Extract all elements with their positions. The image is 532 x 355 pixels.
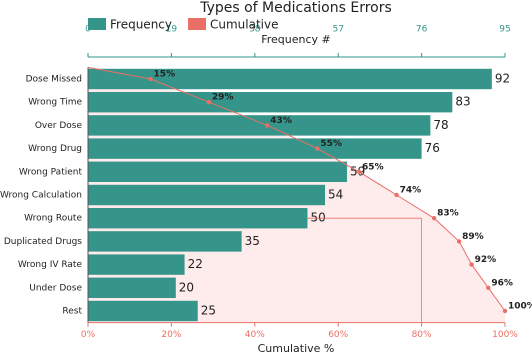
cumulative-point — [315, 146, 320, 151]
cumulative-label: 89% — [462, 232, 484, 242]
bar — [88, 138, 422, 159]
bar — [88, 231, 242, 252]
bar — [88, 68, 492, 90]
cumulative-label: 29% — [212, 93, 234, 103]
bar-value-label: 50 — [310, 211, 325, 225]
x-tick-label: 57 — [332, 25, 343, 35]
bar — [88, 300, 198, 322]
bar-value-label: 78 — [433, 118, 448, 132]
category-label: Wrong IV Rate — [18, 260, 83, 270]
cumulative-label: 55% — [320, 139, 342, 149]
bar-value-label: 54 — [328, 188, 343, 202]
cumulative-label: 83% — [437, 209, 459, 219]
cumulative-point — [265, 123, 270, 128]
cumulative-point — [486, 285, 491, 290]
cumulative-point — [469, 262, 474, 267]
cumulative-label: 100% — [508, 302, 532, 312]
cumulative-point — [502, 308, 508, 314]
bar-value-label: 22 — [188, 257, 203, 271]
bar — [88, 161, 347, 183]
chart-title: Types of Medications Errors — [199, 0, 392, 16]
category-label: Duplicated Drugs — [4, 237, 82, 247]
category-label: Under Dose — [29, 283, 82, 293]
bar — [88, 184, 326, 206]
cumulative-label: 43% — [270, 116, 292, 126]
x-tick-label: 95 — [499, 25, 510, 35]
legend-swatch — [188, 18, 206, 30]
category-label: Rest — [62, 307, 82, 317]
x2-tick-label: 60% — [328, 330, 348, 340]
cumulative-point — [394, 192, 399, 198]
bar-value-label: 35 — [245, 234, 260, 248]
cumulative-point — [206, 100, 212, 105]
category-label: Wrong Calculation — [0, 191, 82, 201]
cumulative-point — [431, 216, 437, 221]
cumulative-point — [148, 76, 153, 82]
bar — [88, 91, 453, 113]
legend-label: Cumulative — [210, 18, 279, 32]
bar-value-label: 76 — [425, 141, 440, 155]
bar-value-label: 83 — [455, 95, 470, 109]
category-label: Wrong Route — [24, 214, 82, 224]
bar — [88, 115, 431, 136]
x2-tick-label: 0% — [81, 330, 96, 340]
category-label: Dose Missed — [26, 75, 82, 85]
bar-value-label: 92 — [495, 72, 510, 86]
x-axis-title: Frequency # — [261, 33, 331, 46]
cumulative-label: 96% — [491, 278, 513, 288]
cumulative-label: 65% — [362, 162, 384, 172]
cumulative-line — [87, 66, 506, 312]
cumulative-point — [456, 239, 462, 244]
cumulative-label: 74% — [400, 186, 422, 196]
cumulative-label: 92% — [475, 255, 497, 265]
legend-swatch — [88, 18, 106, 30]
x2-tick-label: 100% — [492, 330, 518, 340]
x-tick-label: 76 — [416, 25, 428, 35]
cumulative-point — [356, 169, 362, 174]
category-label: Wrong Time — [28, 98, 82, 108]
x2-tick-label: 20% — [161, 330, 181, 340]
x2-tick-label: 40% — [245, 330, 265, 340]
cumulative-label: 15% — [154, 70, 176, 80]
bar — [88, 254, 185, 275]
x2-axis-title: Cumulative % — [258, 342, 335, 355]
bar-value-label: 25 — [201, 304, 216, 318]
bar — [88, 277, 176, 299]
category-label: Wrong Drug — [28, 144, 82, 154]
x-tick-label: 38 — [249, 25, 261, 35]
legend-label: Frequency — [110, 18, 172, 32]
category-label: Over Dose — [35, 121, 83, 131]
x-tick-label: 19 — [166, 25, 178, 35]
x2-tick-label: 80% — [412, 330, 432, 340]
bar-value-label: 20 — [179, 280, 194, 294]
bar — [88, 207, 308, 229]
category-label: Wrong Patient — [19, 167, 83, 177]
